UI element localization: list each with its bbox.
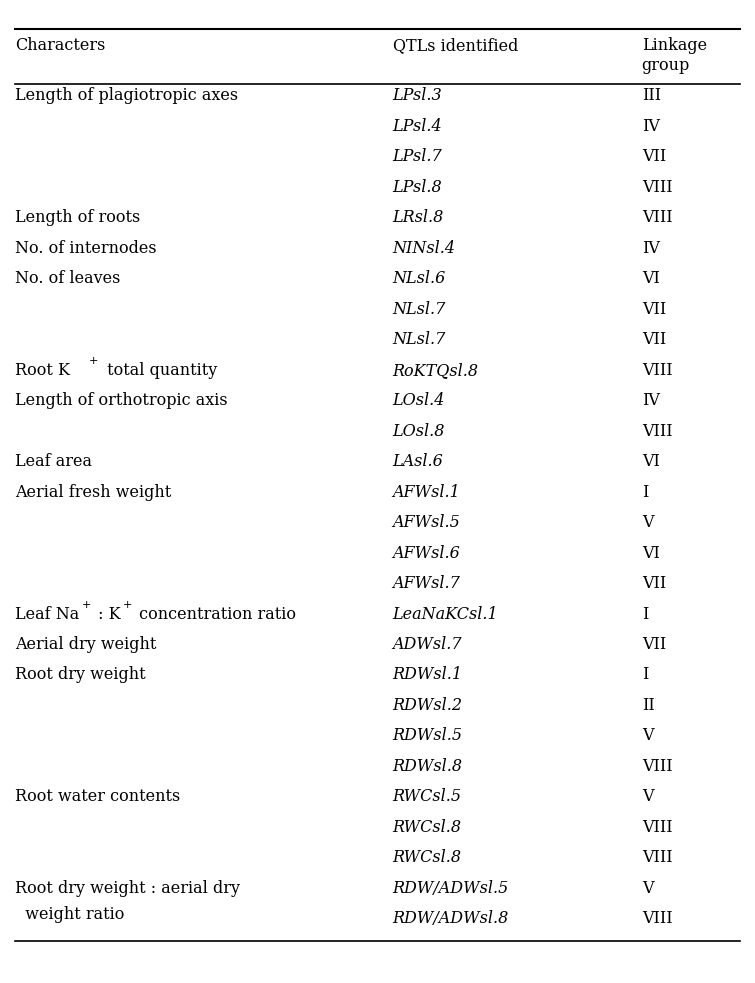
Text: RDWsl.5: RDWsl.5 <box>393 727 463 744</box>
Text: RDWsl.2: RDWsl.2 <box>393 697 463 714</box>
Text: V: V <box>642 514 653 531</box>
Text: weight ratio: weight ratio <box>15 905 125 923</box>
Text: RDWsl.1: RDWsl.1 <box>393 666 463 683</box>
Text: QTLs identified: QTLs identified <box>393 37 518 54</box>
Text: No. of leaves: No. of leaves <box>15 270 121 287</box>
Text: V: V <box>642 880 653 896</box>
Text: VII: VII <box>642 301 666 318</box>
Text: VIII: VIII <box>642 849 673 866</box>
Text: NLsl.7: NLsl.7 <box>393 331 446 348</box>
Text: I: I <box>642 606 648 622</box>
Text: IV: IV <box>642 240 660 257</box>
Text: IV: IV <box>642 118 660 135</box>
Text: RoKTQsl.8: RoKTQsl.8 <box>393 362 479 378</box>
Text: ADWsl.7: ADWsl.7 <box>393 636 462 653</box>
Text: VII: VII <box>642 575 666 592</box>
Text: V: V <box>642 727 653 744</box>
Text: AFWsl.5: AFWsl.5 <box>393 514 461 531</box>
Text: II: II <box>642 697 655 714</box>
Text: +: + <box>89 356 98 366</box>
Text: LPsl.8: LPsl.8 <box>393 179 442 196</box>
Text: VIII: VIII <box>642 209 673 226</box>
Text: NLsl.6: NLsl.6 <box>393 270 446 287</box>
Text: III: III <box>642 87 661 104</box>
Text: LPsl.7: LPsl.7 <box>393 148 442 165</box>
Text: +: + <box>82 600 91 609</box>
Text: Leaf area: Leaf area <box>15 453 92 470</box>
Text: LOsl.4: LOsl.4 <box>393 392 445 409</box>
Text: RWCsl.8: RWCsl.8 <box>393 819 461 836</box>
Text: concentration ratio: concentration ratio <box>134 606 297 622</box>
Text: V: V <box>642 788 653 805</box>
Text: AFWsl.6: AFWsl.6 <box>393 545 461 561</box>
Text: : K: : K <box>93 606 121 622</box>
Text: RDW/ADWsl.5: RDW/ADWsl.5 <box>393 880 509 896</box>
Text: Root K: Root K <box>15 362 70 378</box>
Text: VI: VI <box>642 453 660 470</box>
Text: VII: VII <box>642 148 666 165</box>
Text: VII: VII <box>642 636 666 653</box>
Text: AFWsl.1: AFWsl.1 <box>393 484 461 500</box>
Text: LAsl.6: LAsl.6 <box>393 453 443 470</box>
Text: total quantity: total quantity <box>102 362 217 378</box>
Text: VIII: VIII <box>642 910 673 927</box>
Text: VI: VI <box>642 545 660 561</box>
Text: Characters: Characters <box>15 37 106 54</box>
Text: Length of roots: Length of roots <box>15 209 140 226</box>
Text: IV: IV <box>642 392 660 409</box>
Text: Length of orthotropic axis: Length of orthotropic axis <box>15 392 228 409</box>
Text: VIII: VIII <box>642 819 673 836</box>
Text: RWCsl.5: RWCsl.5 <box>393 788 461 805</box>
Text: Leaf Na: Leaf Na <box>15 606 79 622</box>
Text: LPsl.3: LPsl.3 <box>393 87 442 104</box>
Text: No. of internodes: No. of internodes <box>15 240 157 257</box>
Text: RDWsl.8: RDWsl.8 <box>393 758 463 775</box>
Text: VIII: VIII <box>642 179 673 196</box>
Text: LOsl.8: LOsl.8 <box>393 423 445 439</box>
Text: RDW/ADWsl.8: RDW/ADWsl.8 <box>393 910 509 927</box>
Text: NINsl.4: NINsl.4 <box>393 240 455 257</box>
Text: VIII: VIII <box>642 758 673 775</box>
Text: NLsl.7: NLsl.7 <box>393 301 446 318</box>
Text: LRsl.8: LRsl.8 <box>393 209 444 226</box>
Text: Root dry weight: Root dry weight <box>15 666 146 683</box>
Text: Linkage
group: Linkage group <box>642 37 707 74</box>
Text: Root dry weight : aerial dry: Root dry weight : aerial dry <box>15 880 240 896</box>
Text: +: + <box>123 600 132 609</box>
Text: I: I <box>642 484 648 500</box>
Text: LeaNaKCsl.1: LeaNaKCsl.1 <box>393 606 498 622</box>
Text: AFWsl.7: AFWsl.7 <box>393 575 461 592</box>
Text: VIII: VIII <box>642 423 673 439</box>
Text: I: I <box>642 666 648 683</box>
Text: LPsl.4: LPsl.4 <box>393 118 442 135</box>
Text: VII: VII <box>642 331 666 348</box>
Text: RWCsl.8: RWCsl.8 <box>393 849 461 866</box>
Text: Aerial dry weight: Aerial dry weight <box>15 636 156 653</box>
Text: VIII: VIII <box>642 362 673 378</box>
Text: Length of plagiotropic axes: Length of plagiotropic axes <box>15 87 239 104</box>
Text: VI: VI <box>642 270 660 287</box>
Text: Root water contents: Root water contents <box>15 788 180 805</box>
Text: Aerial fresh weight: Aerial fresh weight <box>15 484 171 500</box>
